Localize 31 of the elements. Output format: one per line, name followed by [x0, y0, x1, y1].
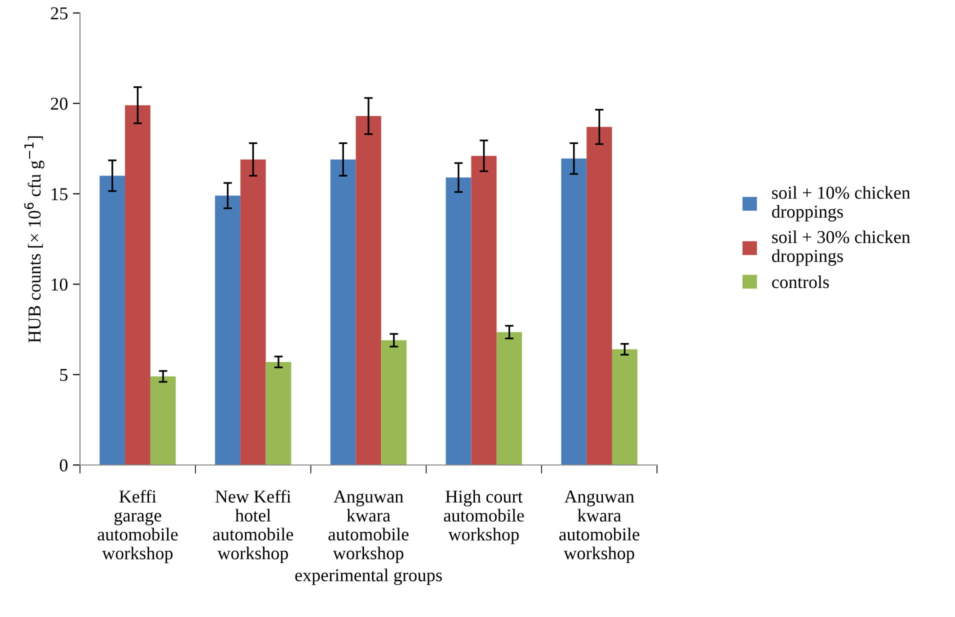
bar [125, 105, 150, 465]
y-tick-label: 20 [50, 98, 68, 110]
y-tick-label: 10 [52, 278, 68, 291]
y-axis-title: HUB counts [× 10$^{6}$ cfu g$^{−1}$] [24, 136, 44, 343]
y-tick-label: 5 [60, 369, 68, 382]
x-tick-label: Anguwan kwara automobile workshop [559, 490, 640, 564]
y-tick-label: 15 [52, 188, 68, 200]
x-tick-label: Keffi garage automobile workshop [98, 490, 178, 564]
legend-label: soil + 10% chicken droppings [772, 186, 910, 222]
x-axis-title: experimental groups [295, 568, 442, 586]
y-tick-label: 0 [60, 459, 68, 472]
bar [496, 332, 522, 465]
bar [446, 178, 472, 465]
bar [100, 176, 126, 465]
bar [356, 116, 382, 465]
bar [330, 159, 356, 465]
bar [240, 159, 266, 465]
bar [266, 362, 292, 465]
bar [381, 340, 407, 465]
bar [471, 156, 497, 465]
bar [215, 196, 240, 465]
legend-label: soil + 30% chicken droppings [772, 230, 910, 266]
x-tick-label: New Keffi hotel automobile workshop [213, 490, 294, 564]
x-tick-label: High court automobile workshop [444, 490, 524, 544]
x-tick-label: Anguwan kwara automobile workshop [328, 490, 408, 564]
legend-label: controls [772, 275, 829, 288]
bar [612, 349, 638, 465]
bar [586, 126, 612, 465]
bar [561, 158, 587, 465]
bar [150, 376, 176, 465]
y-tick-label: 25 [50, 7, 68, 20]
